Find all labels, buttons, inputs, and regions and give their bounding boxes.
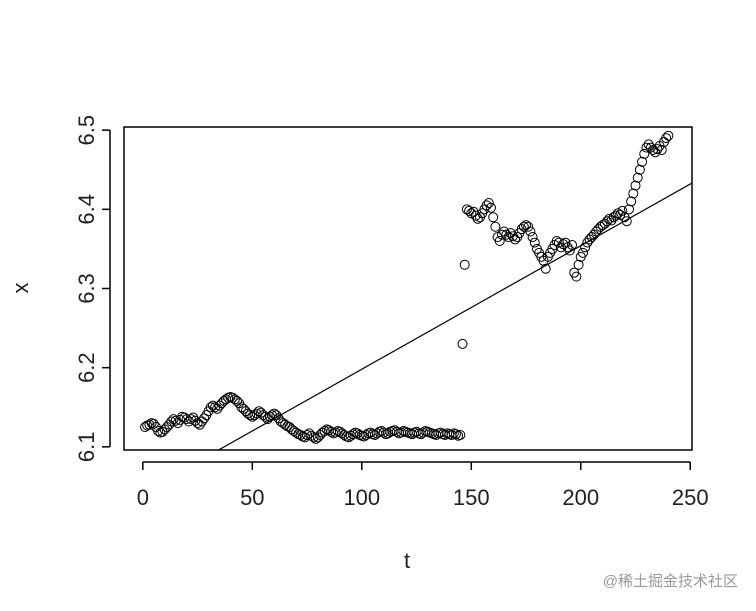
plot-box bbox=[123, 126, 693, 451]
point bbox=[459, 259, 470, 270]
point bbox=[637, 156, 648, 167]
point bbox=[148, 418, 159, 429]
point bbox=[501, 229, 512, 240]
point bbox=[626, 196, 637, 207]
point bbox=[564, 245, 575, 256]
point bbox=[518, 221, 529, 232]
point bbox=[527, 232, 538, 243]
point bbox=[144, 419, 155, 430]
y-tick-label: 6.4 bbox=[74, 194, 99, 225]
point bbox=[577, 247, 588, 258]
point bbox=[192, 418, 203, 429]
point bbox=[490, 221, 501, 232]
point bbox=[567, 239, 578, 250]
point bbox=[617, 205, 628, 216]
watermark: @稀土掘金技术社区 bbox=[603, 573, 738, 590]
x-tick-label: 250 bbox=[672, 485, 709, 510]
point bbox=[455, 429, 466, 440]
point bbox=[560, 237, 571, 248]
y-tick-label: 6.3 bbox=[74, 273, 99, 304]
point bbox=[199, 413, 210, 424]
point bbox=[457, 338, 468, 349]
point bbox=[260, 411, 271, 422]
point bbox=[483, 198, 494, 208]
point bbox=[251, 408, 262, 419]
x-axis-label: t bbox=[404, 548, 410, 573]
point bbox=[621, 216, 632, 227]
point bbox=[604, 213, 615, 224]
point bbox=[450, 429, 461, 440]
point bbox=[652, 144, 663, 155]
point bbox=[639, 148, 650, 159]
y-axis-label: x bbox=[8, 283, 33, 294]
point bbox=[634, 164, 645, 175]
point bbox=[553, 237, 564, 248]
x-tick-label: 0 bbox=[137, 485, 149, 510]
point bbox=[656, 144, 667, 155]
point bbox=[464, 205, 475, 216]
point bbox=[153, 426, 164, 436]
point bbox=[573, 259, 584, 270]
point bbox=[571, 271, 582, 282]
point bbox=[628, 188, 639, 199]
point bbox=[308, 432, 319, 443]
y-tick-label: 6.5 bbox=[74, 115, 99, 146]
point bbox=[507, 231, 518, 242]
point bbox=[488, 212, 499, 223]
regression-line bbox=[217, 182, 692, 450]
y-tick-label: 6.1 bbox=[74, 432, 99, 463]
point bbox=[494, 236, 505, 246]
point bbox=[663, 130, 674, 141]
point bbox=[245, 410, 256, 421]
point bbox=[523, 221, 534, 232]
point bbox=[525, 226, 536, 237]
point bbox=[485, 202, 496, 213]
point bbox=[661, 133, 672, 144]
point bbox=[470, 210, 481, 221]
point bbox=[630, 180, 641, 191]
x-tick-label: 150 bbox=[453, 485, 490, 510]
x-tick-label: 200 bbox=[562, 485, 599, 510]
x-tick-label: 100 bbox=[343, 485, 380, 510]
y-tick-label: 6.2 bbox=[74, 352, 99, 383]
point bbox=[641, 142, 652, 153]
x-tick-label: 50 bbox=[240, 485, 264, 510]
point bbox=[529, 237, 540, 248]
plot-area bbox=[140, 130, 692, 450]
point bbox=[302, 429, 313, 440]
point bbox=[623, 204, 634, 215]
point bbox=[632, 172, 643, 183]
